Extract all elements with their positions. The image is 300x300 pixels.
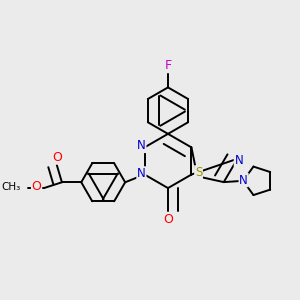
Text: F: F xyxy=(164,59,172,73)
Text: O: O xyxy=(52,151,62,164)
Text: CH₃: CH₃ xyxy=(2,182,21,192)
Text: O: O xyxy=(32,180,41,194)
Text: O: O xyxy=(163,213,173,226)
Text: N: N xyxy=(137,167,146,180)
Text: S: S xyxy=(195,166,202,179)
Text: N: N xyxy=(239,173,248,187)
Text: N: N xyxy=(234,154,243,166)
Text: N: N xyxy=(137,140,146,152)
